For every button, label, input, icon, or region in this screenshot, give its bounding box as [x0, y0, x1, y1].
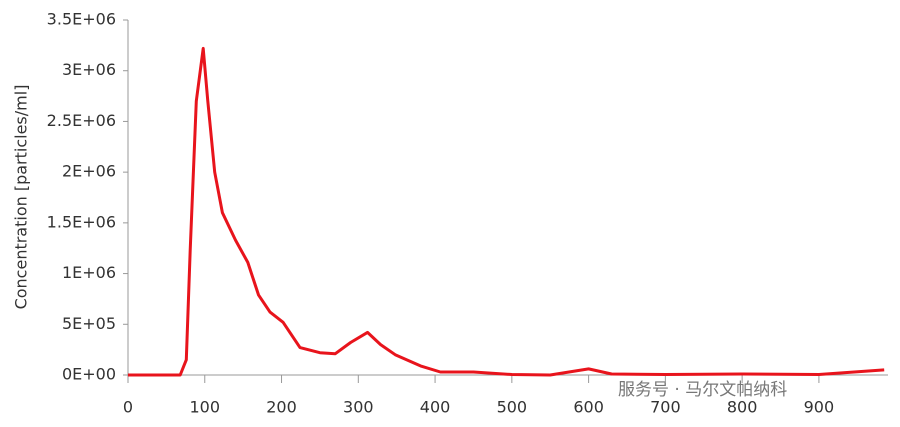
y-tick-label: 3.5E+06: [47, 10, 116, 29]
x-tick-label: 400: [420, 398, 451, 417]
y-tick-label: 1E+06: [62, 263, 116, 282]
y-tick-label: 2.5E+06: [47, 111, 116, 130]
watermark: 服务号 · 马尔文帕纳科: [618, 380, 787, 400]
data-line: [128, 46, 885, 377]
y-tick-label: 0E+00: [62, 365, 116, 384]
x-tick-label: 800: [727, 398, 758, 417]
y-tick-label: 2E+06: [62, 162, 116, 181]
x-tick-label: 200: [266, 398, 297, 417]
x-tick-label: 500: [497, 398, 528, 417]
x-tick-label: 900: [804, 398, 835, 417]
y-axis-label: Concentration [particles/ml]: [12, 85, 31, 310]
x-tick-label: 100: [189, 398, 220, 417]
x-tick-label: 300: [343, 398, 374, 417]
x-tick-label: 600: [573, 398, 604, 417]
y-tick-label: 1.5E+06: [47, 212, 116, 231]
y-tick-label: 3E+06: [62, 60, 116, 79]
x-tick-label: 0: [123, 398, 133, 417]
y-tick-label: 5E+05: [62, 314, 116, 333]
x-tick-label: 700: [650, 398, 681, 417]
